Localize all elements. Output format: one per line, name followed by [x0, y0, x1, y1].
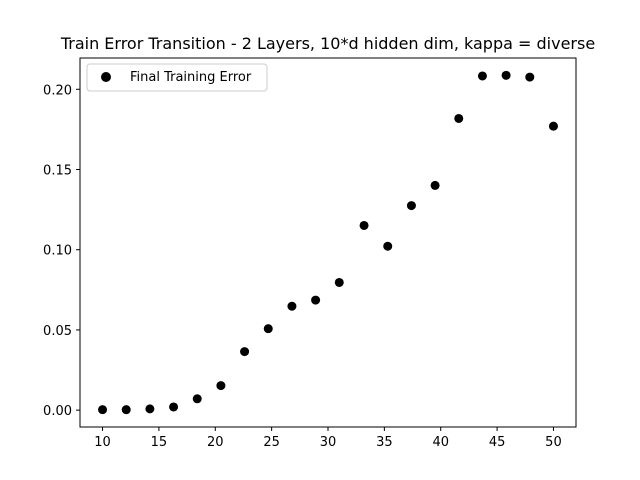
data-point [240, 347, 250, 357]
legend-box [86, 63, 268, 92]
y-tick-label: 0.20 [43, 83, 72, 98]
data-point [263, 324, 273, 334]
data-point [430, 180, 440, 190]
ticks-layer: 10 15 20 25 30 35 40 45 50 0.00 0.05 0.10 0.15 0.20 [43, 83, 562, 450]
x-tick-label: 30 [320, 435, 337, 450]
data-point [192, 394, 202, 404]
y-tick-label: 0.00 [43, 404, 72, 419]
data-point [334, 277, 344, 287]
data-point [454, 113, 464, 123]
x-tick-label: 10 [94, 435, 111, 450]
x-tick-label: 40 [432, 435, 449, 450]
points-layer [98, 70, 558, 415]
x-tick-label: 25 [263, 435, 280, 450]
chart-title: Train Error Transition - 2 Layers, 10*d … [60, 34, 595, 53]
y-tick-label: 0.10 [43, 244, 72, 259]
x-tick-label: 20 [207, 435, 224, 450]
x-tick-label: 15 [151, 435, 168, 450]
data-point [169, 402, 179, 412]
data-point [311, 295, 321, 305]
x-tick-label: 35 [376, 435, 393, 450]
data-point [98, 405, 108, 415]
data-point [525, 72, 535, 82]
data-point [406, 201, 416, 211]
data-point [145, 404, 155, 414]
data-point [548, 121, 558, 131]
data-point [121, 405, 131, 415]
data-point [477, 71, 487, 81]
plot-frame [79, 57, 577, 428]
data-point [501, 70, 511, 80]
x-tick-label: 50 [545, 435, 562, 450]
legend: Final Training Error [86, 63, 268, 92]
y-tick-label: 0.15 [43, 164, 72, 179]
data-point [216, 381, 226, 391]
y-tick-label: 0.05 [43, 324, 72, 339]
data-point [383, 241, 393, 251]
data-point [287, 301, 297, 311]
x-tick-label: 45 [489, 435, 506, 450]
legend-marker [101, 72, 111, 82]
legend-label: Final Training Error [130, 70, 252, 85]
data-point [359, 220, 369, 230]
